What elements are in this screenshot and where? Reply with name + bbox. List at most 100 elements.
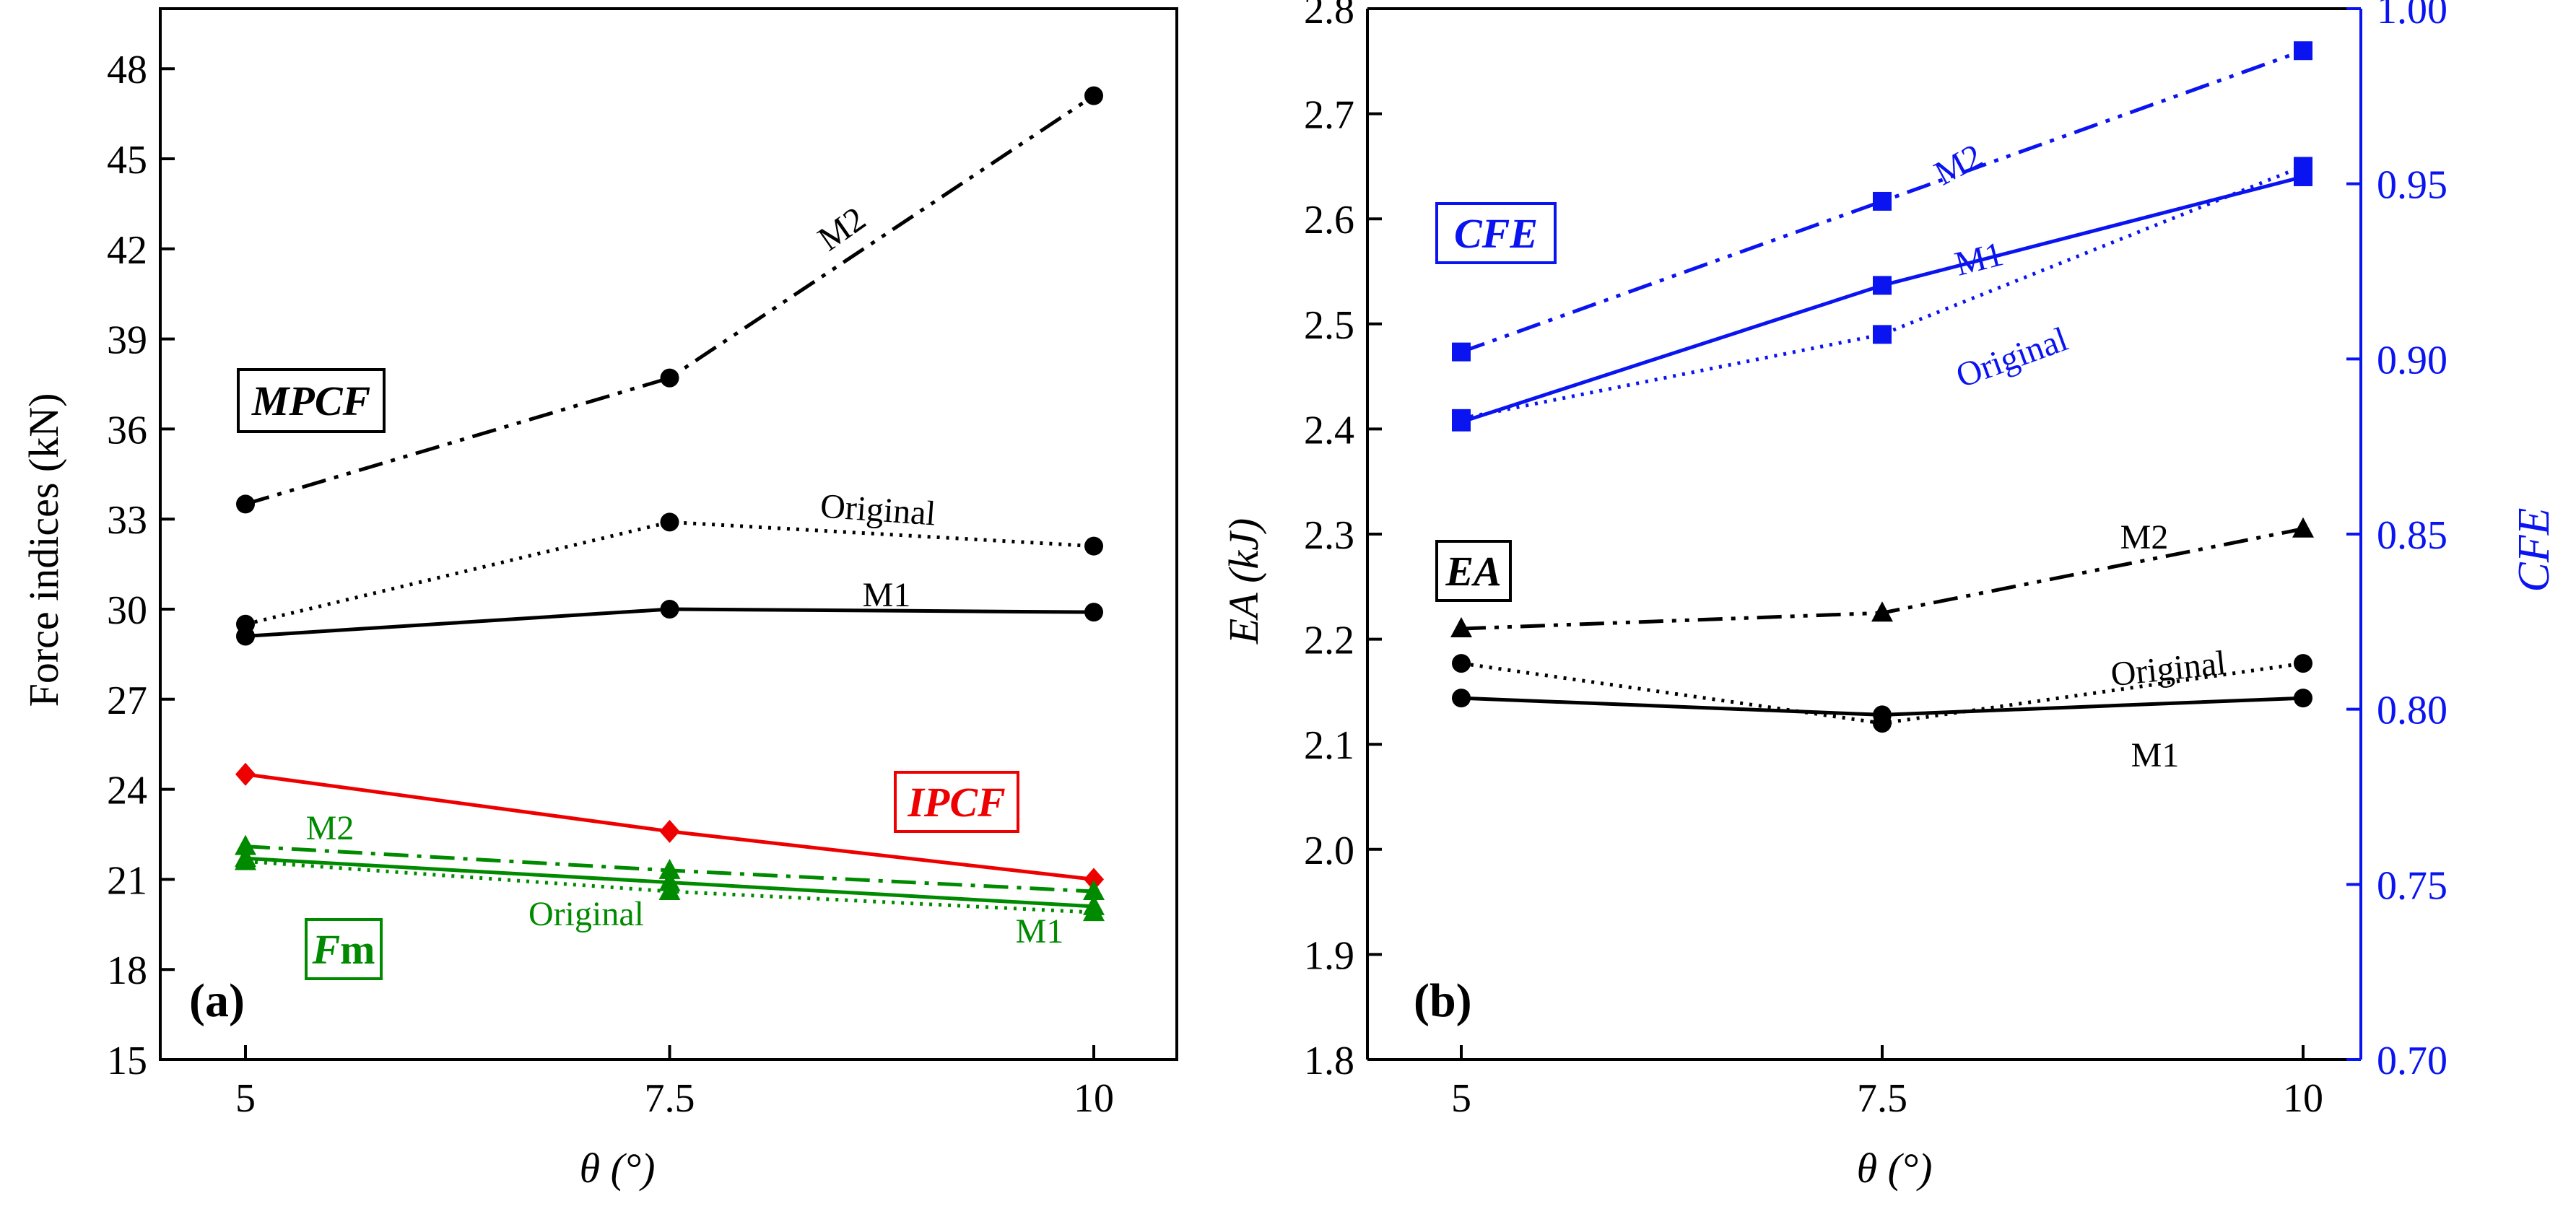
data-point <box>236 626 255 646</box>
panel-a-series-annotation: M1 <box>863 576 911 614</box>
panel-a-y-tick-label: 24 <box>107 769 147 813</box>
panel-a-x-tick-label: 7.5 <box>645 1076 695 1121</box>
panel-b-series-annotation: M2 <box>1928 136 1989 193</box>
data-point <box>235 847 256 868</box>
panel-a-series-annotation: M2 <box>306 809 354 847</box>
data-point <box>659 819 680 843</box>
group-label-fm: Fm <box>305 918 383 980</box>
data-point <box>235 834 256 855</box>
data-point <box>2292 517 2314 538</box>
panel-a-series-mpcf-m2 <box>245 94 1095 506</box>
panel-a-y-tick-label: 42 <box>107 228 147 273</box>
svg-text:CFE: CFE <box>1454 210 1538 257</box>
panel-b-left-tick-label: 2.3 <box>1304 513 1354 558</box>
panel-b-series-annotation: Original <box>1951 320 2072 396</box>
data-point <box>1083 894 1105 915</box>
panel-b-chart: 1.8 1.9 2.0 2.1 2.2 2.3 2.4 2.5 2.6 2.7 2.8 0.70 0.7… <box>1304 0 2447 1121</box>
data-point <box>660 368 679 388</box>
panel-b-left-tick-label: 1.8 <box>1304 1039 1354 1083</box>
panel-a-y-tick-label: 33 <box>107 498 147 543</box>
svg-text:EA: EA <box>1445 548 1501 595</box>
data-point <box>658 870 681 891</box>
panel-b-series-annotation: Original <box>2109 644 2228 694</box>
data-point <box>2294 689 2312 708</box>
data-point <box>1450 617 1472 638</box>
data-point <box>2294 654 2312 673</box>
svg-text:IPCF: IPCF <box>907 779 1005 826</box>
data-point <box>1452 342 1471 362</box>
panel-a-y-tick-label: 15 <box>107 1039 147 1083</box>
panel-b-right-tick-label: 0.90 <box>2377 338 2447 383</box>
panel-b-right-tick-label: 0.80 <box>2377 689 2447 733</box>
panel-a-y-axis-label: Force indices (kN) <box>20 393 67 707</box>
group-label-cfe: CFE <box>1435 202 1557 264</box>
panel-b-left-tick-label: 2.0 <box>1304 829 1354 873</box>
data-point <box>1084 86 1103 105</box>
panel-b-x-tick-label: 7.5 <box>1857 1076 1907 1121</box>
data-point <box>1873 276 1892 295</box>
panel-b-series-annotation: M1 <box>2131 736 2180 774</box>
data-point <box>1871 601 1893 622</box>
panel-b-right-tick-label: 0.70 <box>2377 1039 2447 1083</box>
panel-b-label: (b) <box>1414 974 1472 1027</box>
panel-a-label: (a) <box>189 974 245 1027</box>
svg-text:Fm: Fm <box>311 926 375 973</box>
panel-a-series-annotation: Original <box>528 895 644 933</box>
panel-a-y-tick-label: 18 <box>107 948 147 993</box>
data-point <box>660 512 679 532</box>
panel-a-y-tick-label: 39 <box>107 318 147 363</box>
data-point <box>1452 654 1471 673</box>
panel-a-x-tick-label: 10 <box>1074 1076 1114 1121</box>
panel-b-right-tick-label: 1.00 <box>2377 0 2447 32</box>
panel-b-x-tick-label: 10 <box>2283 1076 2323 1121</box>
panel-b-left-tick-label: 2.4 <box>1304 408 1354 453</box>
data-point <box>1084 868 1104 891</box>
panel-b-left-tick-label: 2.5 <box>1304 303 1354 348</box>
panel-a-y-tick-label: 45 <box>107 138 147 183</box>
panel-b-left-tick-label: 2.1 <box>1304 723 1354 768</box>
data-point <box>1452 409 1471 428</box>
panel-b-series-cfe-m1 <box>1461 175 2304 424</box>
data-point <box>658 858 681 879</box>
data-point <box>1873 705 1892 725</box>
data-point <box>2294 41 2312 61</box>
panel-a-y-tick-label: 21 <box>107 858 147 903</box>
svg-text:MPCF: MPCF <box>251 377 370 424</box>
data-point <box>1084 603 1103 622</box>
panel-b-right-tick-label: 0.85 <box>2377 513 2447 558</box>
panel-b-x-tick-label: 5 <box>1451 1076 1471 1121</box>
data-point <box>1084 536 1103 556</box>
panel-b-series-annotation: M2 <box>2120 518 2169 556</box>
data-point <box>2294 157 2312 176</box>
data-point <box>1873 191 1892 211</box>
panel-a-x-axis-label: θ (°) <box>580 1145 656 1192</box>
panel-a-y-tick-label: 30 <box>107 588 147 633</box>
panel-b-right-tick-label: 0.95 <box>2377 163 2447 208</box>
data-point <box>1873 325 1892 344</box>
panel-b-series-cfe-original <box>1461 165 2304 421</box>
panel-b-left-tick-label: 2.6 <box>1304 198 1354 243</box>
panel-a-series-annotation: M1 <box>1016 912 1064 951</box>
data-point <box>660 600 679 619</box>
data-point <box>1083 880 1105 901</box>
panel-b-series-cfe-m2 <box>1461 48 2304 354</box>
panel-b-series-annotation: M1 <box>1951 235 2007 284</box>
data-point <box>235 762 256 786</box>
data-point <box>1452 689 1471 708</box>
panel-b-left-tick-label: 2.7 <box>1304 93 1354 138</box>
panel-b-y-axis-label-right: CFE <box>2510 507 2559 592</box>
panel-a-series-annotation: Original <box>819 487 936 533</box>
panel-a-y-tick-label: 48 <box>107 48 147 92</box>
group-label-ea: EA <box>1435 540 1512 602</box>
data-point <box>236 494 255 514</box>
panel-b-right-tick-label: 0.75 <box>2377 863 2447 908</box>
panel-b-left-tick-label: 2.2 <box>1304 619 1354 663</box>
group-label-mpcf: MPCF <box>237 368 386 433</box>
panel-a-y-tick-label: 27 <box>107 678 147 723</box>
group-label-ipcf: IPCF <box>894 771 1019 833</box>
panel-b-left-tick-label: 2.8 <box>1304 0 1354 32</box>
panel-a-chart: 15 18 21 24 27 30 33 36 39 42 45 48 5 7.5 10 MPCF IPCF Fm… <box>107 7 1178 1121</box>
panel-a-y-tick-label: 36 <box>107 408 147 453</box>
panel-b-x-axis-label: θ (°) <box>1857 1145 1933 1192</box>
